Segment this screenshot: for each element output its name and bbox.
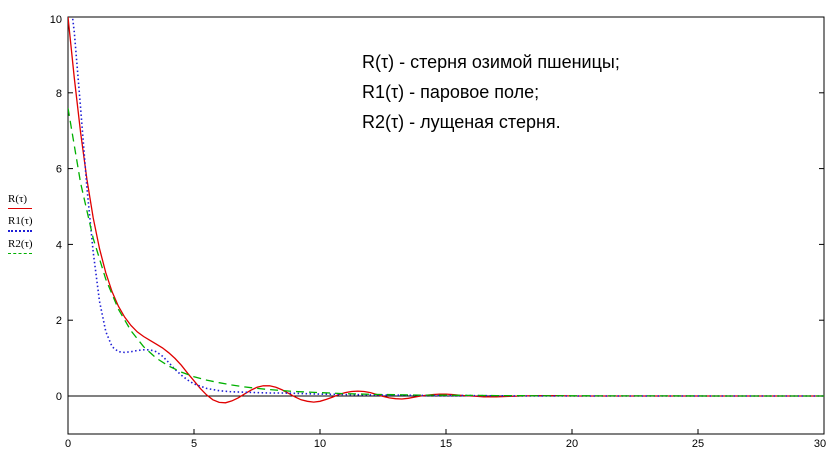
- y-tick-label: 10: [50, 14, 62, 26]
- legend-line-r2: [8, 253, 32, 254]
- annotation-r1: R1(τ) - паровое поле;: [362, 82, 540, 102]
- series-line-r: [68, 17, 824, 404]
- x-tick-label: 10: [314, 438, 326, 450]
- y-tick-label: 8: [56, 88, 62, 100]
- annotation-r: R(τ) - стерня озимой пшеницы;: [362, 52, 620, 72]
- series-line-r2: [68, 107, 824, 397]
- y-tick-label: 2: [56, 315, 62, 327]
- legend-line-r1: [8, 230, 32, 232]
- plot-frame: [67, 16, 825, 435]
- x-tick-label: 15: [440, 438, 452, 450]
- legend-line-r: [8, 208, 32, 209]
- legend-label-r2: R2(τ): [8, 238, 33, 250]
- legend-label-r1: R1(τ): [8, 215, 33, 227]
- x-tick-label: 5: [191, 438, 197, 450]
- y-tick-label: 6: [56, 164, 62, 176]
- y-tick-label: 4: [56, 239, 62, 251]
- x-tick-label: 30: [814, 438, 826, 450]
- legend-label-r: R(τ): [8, 193, 28, 205]
- x-tick-label: 25: [692, 438, 704, 450]
- annotation-r2: R2(τ) - лущеная стерня.: [362, 112, 561, 132]
- y-tick-label: 0: [56, 391, 62, 403]
- x-tick-label: 0: [65, 438, 71, 450]
- x-tick-label: 20: [566, 438, 578, 450]
